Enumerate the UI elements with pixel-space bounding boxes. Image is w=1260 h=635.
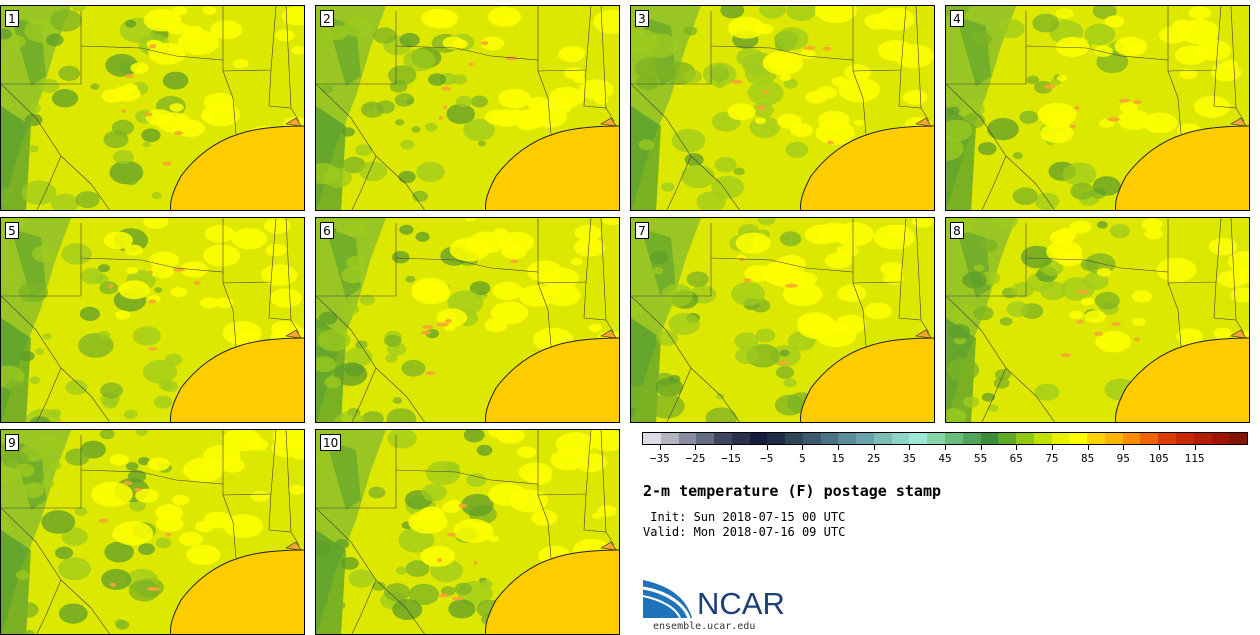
colorbar-tick-label: −25 bbox=[685, 452, 706, 465]
colorbar-tick bbox=[945, 445, 946, 450]
colorbar-swatch bbox=[980, 433, 999, 444]
colorbar-tick-label: 65 bbox=[1009, 452, 1023, 465]
colorbar-swatch bbox=[962, 433, 981, 444]
colorbar-swatch bbox=[1069, 433, 1088, 444]
colorbar-swatch bbox=[820, 433, 839, 444]
colorbar-tick-label: 25 bbox=[867, 452, 881, 465]
ensemble-member-map-3: 3 bbox=[630, 5, 935, 211]
colorbar-tick-label: −15 bbox=[721, 452, 742, 465]
colorbar-tick bbox=[695, 445, 697, 450]
member-number-label: 10 bbox=[320, 434, 342, 451]
colorbar-tick bbox=[766, 445, 768, 450]
ensemble-member-map-4: 4 bbox=[945, 5, 1250, 211]
colorbar-swatch bbox=[1051, 433, 1070, 444]
member-number-label: 1 bbox=[5, 10, 19, 27]
colorbar-tick bbox=[1051, 445, 1053, 450]
colorbar-tick bbox=[1194, 445, 1196, 450]
colorbar-tick bbox=[731, 445, 733, 450]
colorbar-tick bbox=[1123, 445, 1125, 450]
colorbar-swatch bbox=[838, 433, 857, 444]
colorbar-swatch bbox=[945, 433, 963, 444]
init-time: Init: Sun 2018-07-15 00 UTC bbox=[643, 510, 846, 524]
member-number-label: 7 bbox=[635, 222, 649, 239]
member-number-label: 9 bbox=[5, 434, 19, 451]
ensemble-member-map-10: 10 bbox=[315, 429, 620, 635]
colorbar-swatch bbox=[643, 433, 661, 444]
colorbar-swatch bbox=[856, 433, 874, 444]
member-number-label: 6 bbox=[320, 222, 334, 239]
temperature-colorbar bbox=[642, 432, 1248, 445]
colorbar-swatch bbox=[1140, 433, 1159, 444]
colorbar-tick-label: 115 bbox=[1184, 452, 1205, 465]
colorbar-tick bbox=[1087, 445, 1089, 450]
colorbar-tick-label: 75 bbox=[1045, 452, 1059, 465]
colorbar-swatch bbox=[873, 433, 892, 444]
colorbar-tick-label: 105 bbox=[1148, 452, 1169, 465]
colorbar-swatch bbox=[891, 433, 910, 444]
colorbar-swatch bbox=[998, 433, 1017, 444]
colorbar-swatch bbox=[767, 433, 786, 444]
colorbar-swatch bbox=[696, 433, 715, 444]
colorbar-swatch bbox=[731, 433, 750, 444]
member-number-label: 4 bbox=[950, 10, 964, 27]
colorbar-tick-label: 55 bbox=[974, 452, 988, 465]
colorbar-tick-label: 5 bbox=[799, 452, 806, 465]
colorbar-swatch bbox=[909, 433, 928, 444]
colorbar-swatch bbox=[1175, 433, 1194, 444]
colorbar-swatch bbox=[660, 433, 679, 444]
member-number-label: 8 bbox=[950, 222, 964, 239]
colorbar-tick-label: 15 bbox=[831, 452, 845, 465]
colorbar-tick bbox=[873, 445, 875, 450]
member-number-label: 2 bbox=[320, 10, 334, 27]
colorbar-swatch bbox=[678, 433, 697, 444]
ensemble-member-map-6: 6 bbox=[315, 217, 620, 423]
colorbar-swatch bbox=[1211, 433, 1230, 444]
colorbar-swatch bbox=[1158, 433, 1176, 444]
colorbar-swatch bbox=[927, 433, 946, 444]
colorbar-tick bbox=[909, 445, 911, 450]
ensemble-member-map-8: 8 bbox=[945, 217, 1250, 423]
colorbar-swatch bbox=[1104, 433, 1123, 444]
ensemble-member-map-7: 7 bbox=[630, 217, 935, 423]
ensemble-member-map-9: 9 bbox=[0, 429, 305, 635]
colorbar-swatch bbox=[785, 433, 803, 444]
colorbar-tick-label: 95 bbox=[1116, 452, 1130, 465]
ensemble-member-map-2: 2 bbox=[315, 5, 620, 211]
colorbar-tick bbox=[838, 445, 840, 450]
colorbar-swatch bbox=[1033, 433, 1052, 444]
ensemble-member-map-1: 1 bbox=[0, 5, 305, 211]
colorbar-tick-label: 45 bbox=[938, 452, 952, 465]
logo-url: ensemble.ucar.edu bbox=[653, 621, 756, 632]
chart-title: 2-m temperature (F) postage stamp bbox=[643, 482, 942, 500]
member-number-label: 3 bbox=[635, 10, 649, 27]
colorbar-swatch bbox=[1122, 433, 1141, 444]
colorbar-swatch bbox=[1229, 433, 1248, 444]
valid-time: Valid: Mon 2018-07-16 09 UTC bbox=[643, 525, 846, 539]
colorbar-tick bbox=[980, 445, 982, 450]
colorbar-tick bbox=[1158, 445, 1160, 450]
colorbar-tick-label: 35 bbox=[902, 452, 916, 465]
colorbar-swatch bbox=[802, 433, 821, 444]
colorbar-tick-label: 85 bbox=[1080, 452, 1095, 465]
ensemble-member-map-5: 5 bbox=[0, 217, 305, 423]
colorbar-tick bbox=[802, 445, 804, 450]
colorbar-ticks: −35 −25 −15 −5 5 15 25 35 45 55 65 75 85 95 105 115 bbox=[642, 445, 1248, 471]
colorbar-tick-label: −5 bbox=[760, 452, 774, 465]
colorbar-swatch bbox=[1193, 433, 1212, 444]
colorbar-swatch bbox=[749, 433, 768, 444]
colorbar-tick-label: −35 bbox=[649, 452, 670, 465]
ncar-logo-text: NCAR bbox=[697, 586, 785, 621]
colorbar-tick bbox=[1016, 445, 1018, 450]
colorbar-swatch bbox=[1016, 433, 1034, 444]
colorbar-tick bbox=[659, 445, 661, 450]
colorbar-swatch bbox=[1087, 433, 1105, 444]
colorbar-swatch bbox=[714, 433, 732, 444]
ncar-logo-icon bbox=[642, 580, 692, 619]
member-number-label: 5 bbox=[5, 222, 19, 239]
